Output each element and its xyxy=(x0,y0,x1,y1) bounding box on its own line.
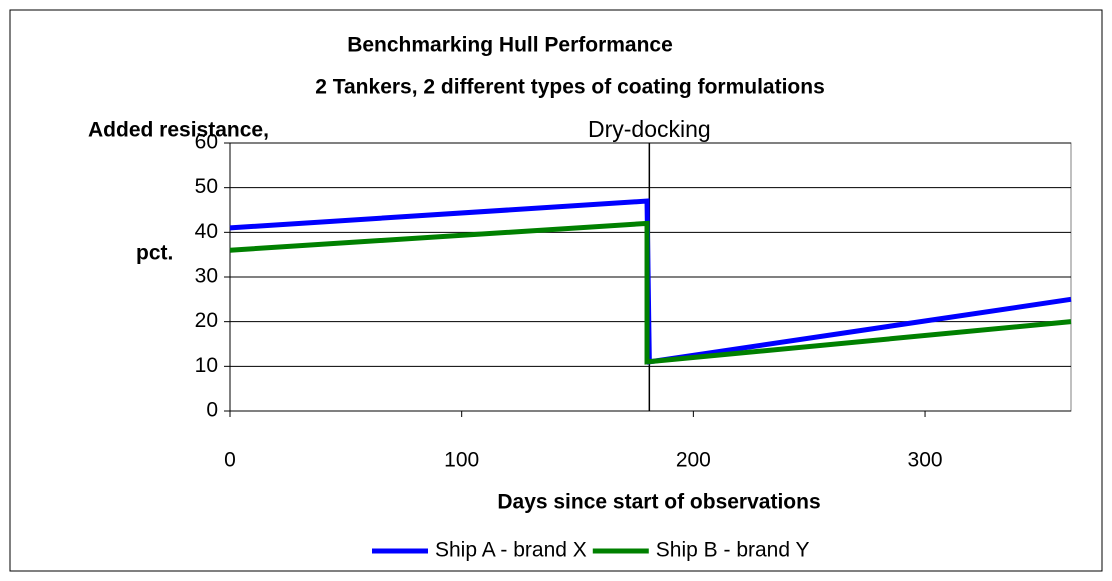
x-tick-label: 100 xyxy=(444,449,479,472)
x-tick-label: 0 xyxy=(224,449,236,472)
x-tick-label: 200 xyxy=(676,449,711,472)
legend-label: Ship A - brand X xyxy=(435,539,587,562)
x-axis-label: Days since start of observations xyxy=(497,491,820,514)
y-axis-label: pct. xyxy=(136,242,173,265)
y-tick-label: 0 xyxy=(206,399,218,422)
chart-subtitle: 2 Tankers, 2 different types of coating … xyxy=(315,76,825,99)
y-tick-label: 60 xyxy=(195,131,218,154)
y-tick-label: 30 xyxy=(195,265,218,288)
annotation: Dry-docking xyxy=(588,116,711,142)
legend-label: Ship B - brand Y xyxy=(656,539,810,562)
y-tick-label: 50 xyxy=(195,175,218,198)
x-tick-label: 300 xyxy=(908,449,943,472)
y-axis-label: Added resistance, xyxy=(88,119,269,142)
chart-title: Benchmarking Hull Performance xyxy=(347,34,673,57)
y-tick-label: 20 xyxy=(195,309,218,332)
y-tick-label: 10 xyxy=(195,354,218,377)
series-line xyxy=(229,220,1072,365)
y-tick-label: 40 xyxy=(195,220,218,243)
